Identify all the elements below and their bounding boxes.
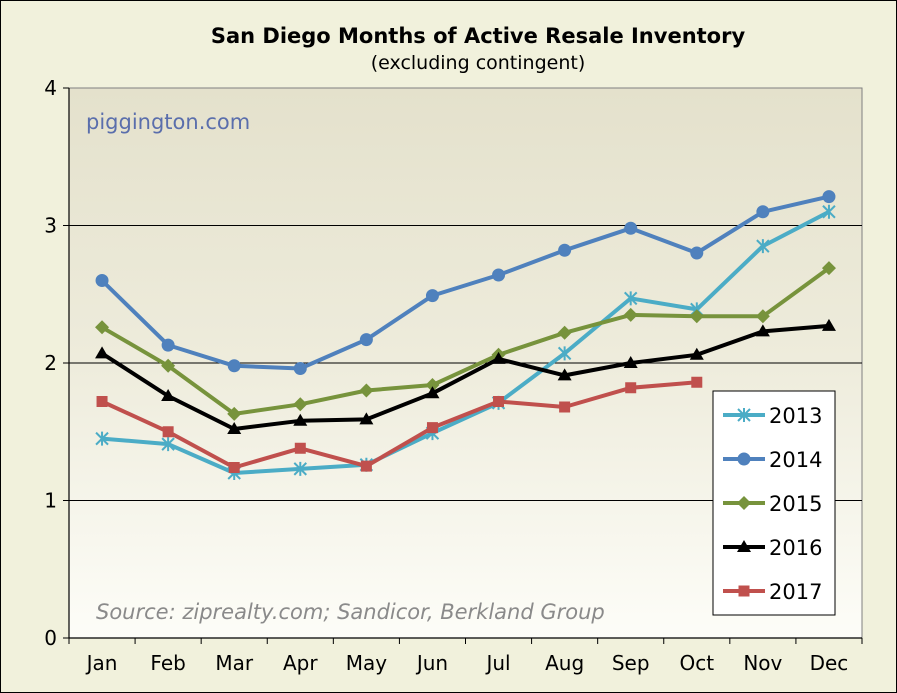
data-point — [161, 437, 175, 452]
data-point — [493, 396, 505, 407]
data-point — [559, 401, 571, 413]
data-point — [227, 359, 241, 373]
data-point — [623, 307, 638, 322]
data-point — [558, 243, 572, 257]
data-point — [359, 412, 374, 425]
series-2014 — [95, 190, 836, 375]
legend-label: 2016 — [769, 536, 822, 560]
x-tick-label: Jan — [85, 651, 118, 675]
data-point — [162, 426, 174, 438]
data-point — [425, 386, 440, 399]
data-point — [689, 347, 704, 360]
legend-label: 2017 — [769, 580, 822, 604]
x-tick-label: Feb — [150, 651, 185, 675]
legend-marker — [737, 540, 751, 552]
data-point — [360, 460, 372, 472]
data-point — [359, 333, 373, 347]
data-point — [623, 356, 638, 368]
data-point — [293, 397, 308, 412]
series-line — [101, 210, 830, 475]
data-point — [756, 205, 770, 219]
data-point — [96, 396, 108, 407]
x-tick-label: Jul — [484, 651, 510, 675]
y-tick-label: 0 — [44, 626, 57, 650]
series-2016 — [95, 318, 836, 434]
legend-label: 2014 — [769, 448, 822, 472]
x-tick-label: Nov — [743, 651, 782, 675]
legend: 2013 2014 2015 2016 2017 — [712, 390, 836, 616]
x-tick-label: Oct — [679, 651, 714, 675]
data-point — [491, 351, 506, 364]
x-tick-label: Mar — [215, 651, 254, 675]
y-tick-label: 3 — [44, 214, 57, 238]
data-point — [755, 324, 770, 337]
data-point — [557, 346, 572, 361]
data-point — [359, 383, 374, 398]
legend-marker — [737, 452, 751, 466]
series-line — [101, 380, 697, 470]
data-point — [161, 338, 175, 352]
data-point — [755, 309, 770, 324]
series-2017 — [96, 376, 703, 473]
data-point — [425, 378, 440, 392]
data-point — [822, 204, 836, 219]
series-line — [100, 266, 831, 416]
legend-label: 2015 — [769, 492, 822, 516]
chart-subtitle: (excluding contingent) — [371, 52, 585, 74]
data-point — [294, 442, 306, 454]
data-point — [690, 246, 704, 260]
data-point — [293, 362, 307, 375]
x-tick-label: Aug — [545, 651, 584, 675]
data-point — [689, 309, 704, 324]
x-tick-label: May — [346, 651, 388, 675]
data-point — [95, 320, 110, 335]
data-point — [557, 325, 572, 340]
data-point — [425, 289, 439, 303]
x-tick-label: Dec — [810, 651, 849, 675]
data-point — [293, 413, 308, 426]
data-point — [691, 376, 703, 388]
data-point — [822, 190, 836, 204]
legend-marker — [737, 496, 751, 510]
x-tick-label: Apr — [283, 651, 318, 675]
legend-marker — [738, 585, 750, 597]
data-point — [756, 239, 770, 254]
chart-title: San Diego Months of Active Resale Invent… — [211, 24, 746, 48]
y-tick-label: 4 — [44, 76, 57, 100]
axes: 0 1 2 3 4 Jan Feb Mar Apr May Jun Jul Aug Sep Oct Nov De… — [44, 76, 863, 675]
data-point — [821, 261, 836, 276]
data-point — [557, 368, 572, 381]
series-line — [100, 323, 830, 431]
data-point — [625, 382, 637, 394]
y-tick-label: 1 — [44, 489, 57, 513]
x-tick-label: Jun — [415, 651, 448, 675]
data-point — [161, 389, 176, 401]
data-point — [293, 461, 307, 476]
data-point — [227, 422, 242, 434]
data-point — [624, 291, 638, 306]
data-point — [426, 422, 438, 434]
data-point — [95, 431, 109, 446]
watermark-text: piggington.com — [86, 110, 250, 134]
data-point — [95, 274, 109, 287]
data-point — [821, 318, 836, 331]
series-2015 — [95, 261, 836, 421]
data-point — [161, 358, 176, 373]
y-tick-label: 2 — [44, 351, 57, 375]
data-point — [227, 406, 242, 421]
x-tick-label: Sep — [612, 651, 650, 675]
legend-label: 2013 — [769, 404, 822, 428]
series-group — [95, 190, 836, 480]
legend-marker — [737, 408, 751, 422]
data-point — [492, 268, 506, 282]
data-point — [624, 221, 638, 235]
data-point — [95, 346, 110, 359]
source-note: Source: ziprealty.com; Sandicor, Berklan… — [96, 600, 605, 624]
data-point — [228, 462, 240, 473]
series-line — [100, 194, 830, 371]
